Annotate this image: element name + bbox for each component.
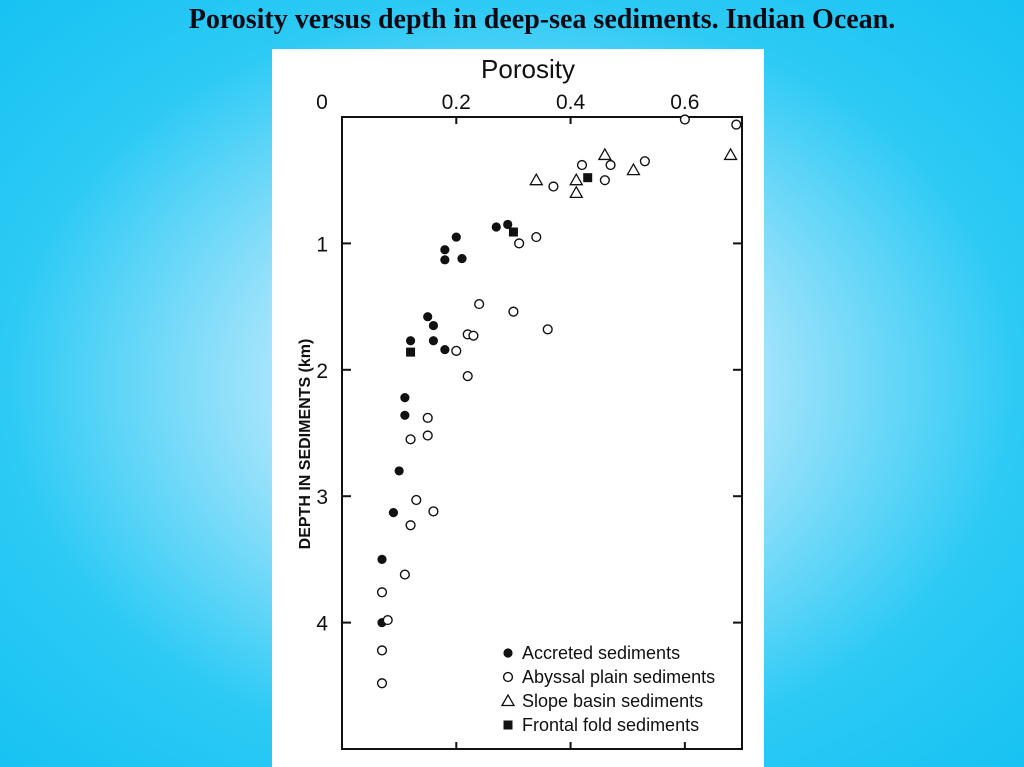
data-point-filled-circle [440, 344, 450, 355]
data-point-filled-circle [394, 466, 404, 476]
data-point-open-triangle [569, 185, 584, 198]
slide-title: Porosity versus depth in deep-sea sedime… [188, 4, 896, 35]
legend-marker-open-circle [502, 671, 514, 683]
x-tick-label: 0.2 [442, 91, 471, 114]
data-point-open-circle [462, 371, 473, 382]
data-point-filled-circle [491, 222, 501, 232]
data-point-open-circle [605, 159, 616, 171]
data-point-filled-circle [428, 336, 439, 346]
legend-marker-filled-square [503, 720, 513, 730]
x-axis-title: Porosity [481, 54, 575, 84]
data-point-open-circle [376, 587, 388, 598]
data-point-open-circle [474, 298, 485, 310]
data-point-open-triangle [626, 162, 641, 176]
data-point-filled-circle [503, 219, 513, 230]
data-point-open-circle [679, 114, 690, 125]
data-point-open-circle [399, 569, 410, 580]
y-axis-title: DEPTH IN SEDIMENTS (km) [297, 339, 314, 550]
data-point-open-triangle [529, 172, 544, 186]
data-point-filled-circle [440, 255, 450, 265]
x-tick-label: 0 [316, 91, 328, 114]
data-point-filled-circle [405, 336, 416, 346]
data-point-open-circle [376, 678, 388, 689]
data-point-filled-circle [440, 245, 450, 255]
legend-label: Slope basin sediments [522, 691, 703, 711]
data-point-open-triangle [723, 147, 738, 161]
x-axis-ticks: 0 0.2 0.4 0.6 [316, 91, 699, 749]
data-point-open-circle [599, 175, 610, 186]
data-point-open-circle [411, 494, 422, 506]
plot-frame [341, 116, 743, 750]
data-point-open-circle [508, 306, 519, 317]
scatter-chart: 0 0.2 0.4 0.6 1 2 3 4 Porosity DEPTH IN SEDIME… [297, 54, 743, 750]
data-point-open-circle [542, 324, 553, 335]
data-point-open-circle [422, 430, 433, 441]
legend-label: Accreted sediments [522, 643, 680, 663]
legend-marker-filled-circle [503, 648, 513, 658]
y-axis-ticks: 1 2 3 4 [316, 233, 742, 636]
legend-label: Frontal fold sediments [522, 715, 699, 735]
data-point-open-triangle [569, 172, 584, 186]
data-points [376, 114, 742, 689]
y-tick-label: 1 [316, 233, 328, 256]
data-point-open-circle [376, 645, 388, 656]
y-tick-label: 3 [316, 486, 328, 509]
data-point-open-circle [451, 345, 462, 356]
data-point-filled-circle [400, 410, 410, 420]
data-point-open-triangle [597, 147, 612, 161]
data-point-filled-circle [377, 554, 387, 564]
data-point-filled-circle [451, 232, 461, 242]
data-point-filled-square [406, 347, 416, 357]
data-point-filled-square [508, 227, 518, 237]
data-point-open-circle [405, 520, 416, 531]
data-point-open-circle [422, 412, 433, 423]
y-tick-label: 2 [316, 360, 328, 383]
data-point-open-circle [531, 231, 542, 243]
legend-label: Abyssal plain sediments [522, 667, 715, 687]
data-point-filled-circle [423, 312, 433, 322]
x-tick-label: 0.6 [670, 91, 699, 114]
data-point-filled-circle [400, 393, 410, 403]
data-point-open-circle [576, 159, 588, 171]
data-point-open-circle [468, 330, 479, 341]
x-tick-label: 0.4 [556, 91, 586, 114]
data-point-open-circle [514, 238, 525, 249]
legend-marker-open-triangle [500, 693, 516, 707]
data-point-filled-circle [388, 508, 399, 518]
data-point-open-circle [428, 506, 439, 517]
data-point-filled-circle [457, 253, 467, 264]
data-point-open-circle [382, 614, 393, 626]
y-tick-label: 4 [316, 613, 328, 636]
data-point-filled-square [583, 173, 593, 183]
chart-figure: 0 0.2 0.4 0.6 1 2 3 4 Porosity DEPTH IN SEDIME… [272, 49, 764, 767]
data-point-open-circle [405, 434, 416, 445]
data-point-open-circle [639, 156, 650, 167]
data-point-open-circle [731, 119, 742, 130]
data-point-open-circle [548, 181, 559, 192]
legend: Accreted sediments Abyssal plain sediment… [500, 643, 715, 735]
data-point-filled-circle [428, 320, 439, 331]
